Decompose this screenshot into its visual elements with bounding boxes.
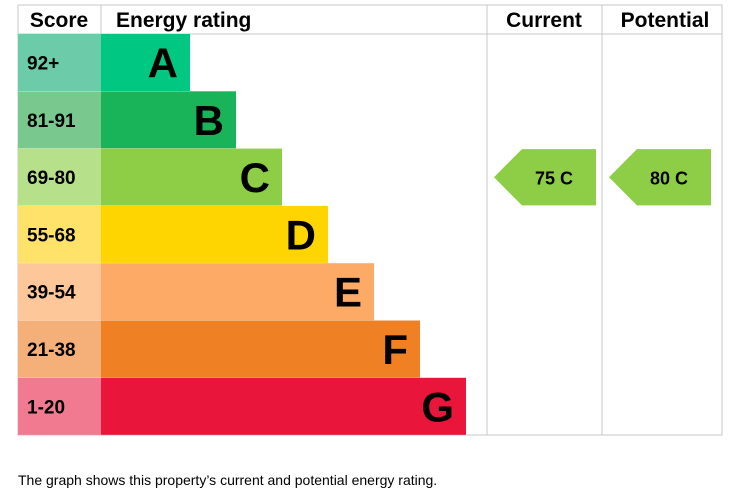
epc-chart: Score Energy rating Current Potential 92… (17, 4, 723, 436)
score-label-c: 69-80 (27, 168, 76, 189)
band-letter-e: E (334, 269, 362, 316)
score-label-d: 55-68 (27, 225, 76, 246)
score-cell-f (18, 320, 101, 378)
band-bar-a (101, 34, 190, 91)
score-cell-g (18, 377, 101, 435)
score-cell-a (18, 34, 101, 91)
current-arrow (494, 149, 596, 206)
band-letter-b: B (194, 97, 224, 144)
band-bar-c (101, 148, 282, 206)
score-cell-b (18, 91, 101, 149)
band-bar-g (101, 377, 466, 435)
band-letter-d: D (286, 211, 316, 258)
potential-arrow (609, 149, 711, 206)
band-letter-c: C (240, 154, 270, 201)
score-label-f: 21-38 (27, 340, 76, 361)
band-bar-f (101, 320, 420, 378)
header-energy-rating: Energy rating (116, 9, 251, 32)
score-label-g: 1-20 (27, 397, 65, 418)
header-potential: Potential (621, 9, 710, 32)
bands-layer: 92+ A 81-91 B 69-80 C 55-68 D 39-54 E 21-38 F 1-20 G (18, 34, 466, 435)
band-bar-d (101, 205, 328, 263)
score-cell-d (18, 205, 101, 263)
score-label-a: 92+ (27, 54, 59, 75)
band-letter-a: A (148, 40, 178, 87)
potential-arrow-label: 80 C (650, 168, 688, 188)
score-cell-e (18, 263, 101, 321)
header-current: Current (506, 9, 582, 32)
current-arrow-label: 75 C (535, 168, 573, 188)
score-cell-c (18, 148, 101, 206)
band-letter-f: F (382, 326, 408, 373)
score-label-e: 39-54 (27, 283, 76, 304)
arrows-layer: 75 C 80 C (494, 149, 711, 206)
band-bar-b (101, 91, 236, 149)
band-bar-e (101, 263, 374, 321)
score-label-b: 81-91 (27, 111, 76, 132)
chart-caption: The graph shows this property’s current … (18, 472, 438, 488)
band-letter-g: G (421, 383, 454, 430)
header-score: Score (30, 9, 88, 32)
